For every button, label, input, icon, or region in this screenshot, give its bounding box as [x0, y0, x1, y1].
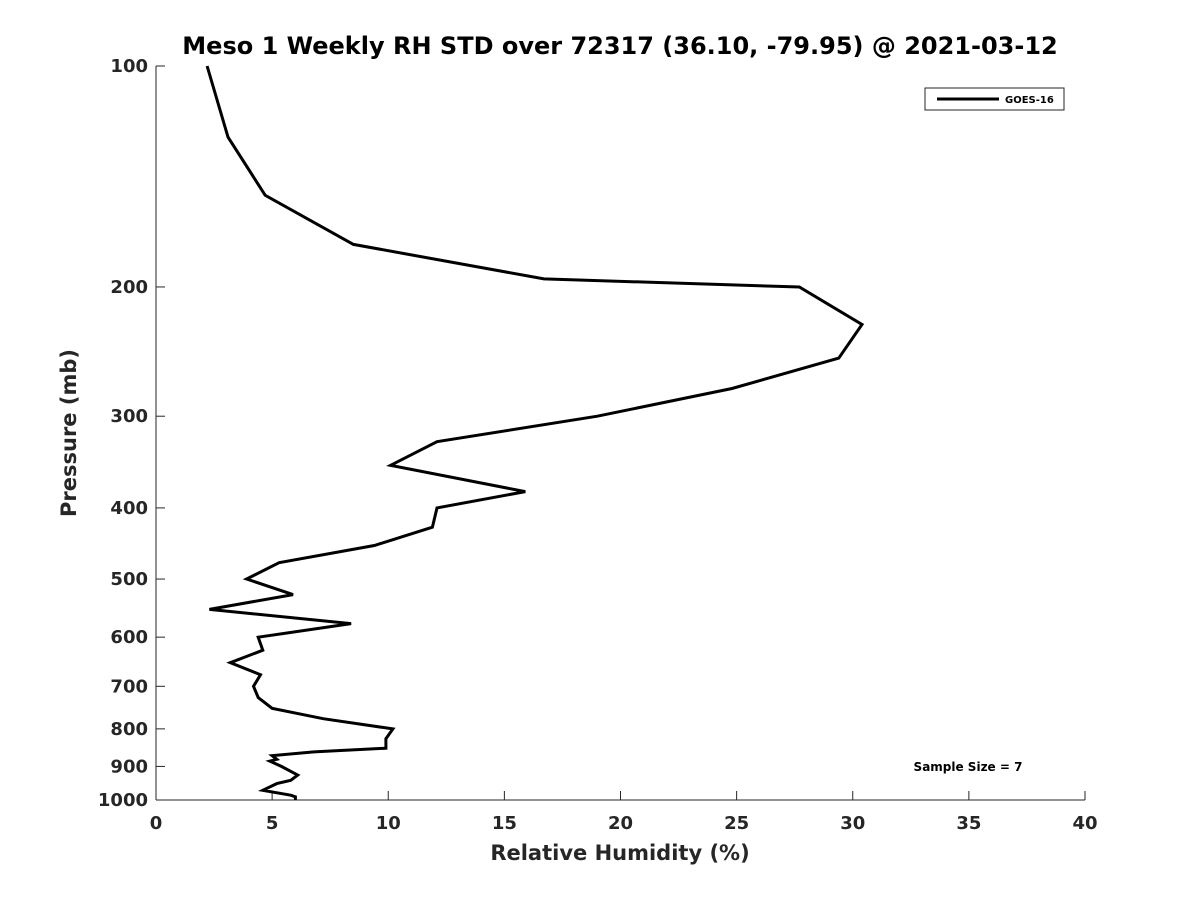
y-tick-label: 300 [110, 406, 148, 427]
x-tick-label: 30 [840, 813, 865, 834]
y-tick-label: 700 [110, 676, 148, 697]
y-axis-label: Pressure (mb) [57, 349, 81, 517]
series-line-goes-16 [205, 65, 865, 800]
x-tick-label: 0 [150, 813, 163, 834]
x-tick-label: 5 [266, 813, 279, 834]
y-tick-label: 900 [110, 756, 148, 777]
legend: GOES-16 [924, 87, 1065, 111]
x-tick-label: 25 [724, 813, 749, 834]
x-tick-label: 35 [956, 813, 981, 834]
x-tick-label: 15 [492, 813, 517, 834]
x-tick-label: 20 [608, 813, 633, 834]
y-tick-label: 1000 [98, 790, 148, 811]
legend-label-goes-16: GOES-16 [1005, 95, 1054, 106]
y-tick-label: 800 [110, 719, 148, 740]
x-tick-label: 40 [1072, 813, 1097, 834]
y-tick-label: 100 [110, 56, 148, 77]
y-tick-label: 500 [110, 569, 148, 590]
x-tick-label: 10 [376, 813, 401, 834]
series-layer [205, 65, 865, 800]
x-axis-ticks: 0 5 10 15 20 25 30 35 40 [150, 791, 1098, 834]
y-tick-label: 200 [110, 277, 148, 298]
chart-title: Meso 1 Weekly RH STD over 72317 (36.10, … [182, 32, 1057, 60]
y-tick-label: 600 [110, 627, 148, 648]
sample-size-annotation: Sample Size = 7 [914, 760, 1023, 774]
y-axis-ticks: 100 200 300 400 500 600 700 800 900 1000 [98, 56, 165, 811]
x-axis-label: Relative Humidity (%) [490, 841, 749, 865]
y-tick-label: 400 [110, 498, 148, 519]
